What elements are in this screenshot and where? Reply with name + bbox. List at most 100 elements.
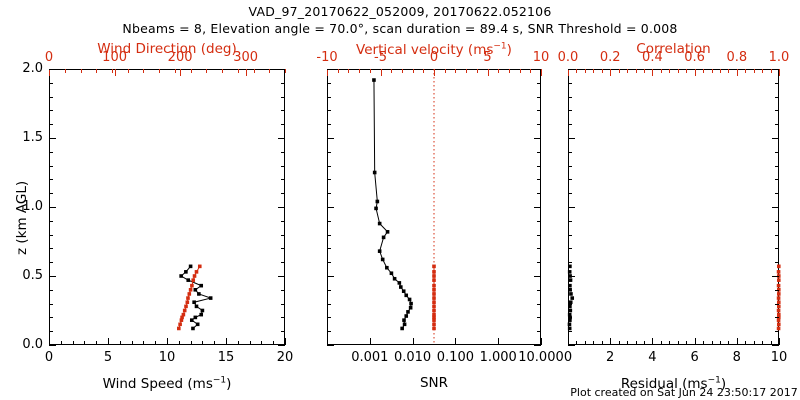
data-point: [776, 308, 781, 313]
y-tick-minor-right: [537, 96, 541, 98]
x-tick-label: 15: [217, 350, 235, 365]
x-tick-top-minor: [285, 69, 286, 73]
y-tick-minor-right: [537, 234, 541, 236]
y-tick-minor-right: [281, 82, 285, 84]
x-tick-top-minor: [391, 69, 393, 73]
x-tick-minor: [237, 341, 239, 345]
x-tick-minor: [627, 341, 629, 345]
data-point: [186, 278, 191, 282]
x-tick-major: [369, 338, 371, 345]
data-point: [568, 308, 573, 313]
x-tick-top-minor: [159, 69, 161, 73]
x-tick-major: [412, 338, 414, 345]
y-tick-minor-right: [281, 248, 285, 250]
x-tick-label: 0.100: [436, 350, 474, 365]
y-tick-minor-right: [281, 276, 285, 277]
data-point: [407, 297, 412, 302]
panel-wind-topaxis-title: Wind Direction (deg): [49, 41, 285, 57]
data-point: [192, 274, 197, 278]
x-tick-top-minor: [736, 69, 738, 73]
y-tick-label: 2.0: [22, 61, 43, 76]
panel-wind: [49, 69, 285, 345]
panel-snr: [327, 69, 541, 345]
x-tick-minor: [108, 341, 109, 345]
x-tick-minor: [143, 341, 145, 345]
data-point: [185, 300, 190, 305]
panel-wind-frame: [49, 69, 285, 345]
y-tick-minor-right: [537, 276, 541, 277]
data-point: [186, 296, 190, 300]
data-point: [385, 230, 390, 234]
data-point: [567, 326, 572, 331]
y-tick-minor-right: [281, 165, 285, 167]
x-tick-top-minor: [669, 69, 671, 73]
y-tick-minor-right: [537, 193, 541, 195]
y-tick-minor: [568, 151, 572, 153]
data-point: [195, 322, 200, 327]
x-tick-top-minor: [64, 69, 66, 73]
data-point: [432, 304, 436, 309]
y-tick-minor: [568, 234, 572, 236]
y-tick-minor-right: [775, 110, 779, 112]
x-tick-top-minor: [601, 69, 603, 73]
x-tick-top-label: 10: [532, 50, 550, 65]
x-tick-top-minor: [444, 69, 446, 73]
y-tick-minor-right: [281, 331, 285, 333]
x-tick-top-minor: [348, 69, 350, 73]
x-tick-top-minor: [498, 69, 500, 73]
y-tick-minor-right: [775, 138, 779, 139]
y-tick-minor: [568, 124, 572, 126]
y-tick-minor-right: [537, 303, 541, 305]
y-tick-minor: [327, 69, 331, 70]
x-tick-top-minor: [412, 69, 414, 73]
x-tick-top-label: 0.0: [557, 50, 579, 65]
x-tick-top-minor: [610, 69, 612, 73]
x-tick-minor: [568, 341, 569, 345]
data-point: [177, 326, 181, 331]
data-point: [432, 296, 436, 300]
y-tick-minor-right: [775, 248, 779, 250]
x-tick-label: 6: [690, 350, 699, 365]
x-tick-major: [455, 338, 457, 345]
y-tick-minor: [49, 220, 53, 222]
y-tick-minor: [49, 248, 53, 250]
y-tick-minor: [49, 179, 53, 181]
x-tick-top-label: 0: [429, 50, 439, 65]
x-tick-label: 10: [158, 350, 176, 365]
panel-wind-xaxis-title-text: Wind Speed (ms−1): [102, 375, 232, 392]
y-tick-minor-right: [281, 289, 285, 291]
y-tick-minor: [327, 262, 331, 264]
data-point: [191, 278, 196, 282]
data-point: [432, 322, 436, 327]
data-point: [404, 314, 409, 318]
data-point: [194, 304, 199, 309]
y-tick-minor-right: [537, 207, 541, 208]
x-tick-top-label: 5: [483, 50, 492, 65]
y-tick-minor-right: [537, 331, 541, 333]
data-point: [432, 318, 436, 322]
data-point: [184, 304, 188, 309]
y-tick-minor-right: [281, 317, 285, 319]
x-tick-label: 0: [44, 350, 54, 365]
data-point: [180, 315, 184, 320]
data-point: [568, 264, 572, 269]
data-point: [432, 283, 436, 288]
x-tick-top-minor: [190, 69, 192, 73]
x-tick-minor: [84, 341, 86, 345]
panel-snr-plot-area: [372, 69, 436, 345]
y-tick-minor-right: [281, 193, 285, 195]
x-tick-top-minor: [269, 69, 271, 73]
y-tick-minor: [49, 276, 53, 277]
x-tick-top-minor: [779, 69, 780, 73]
x-tick-minor: [214, 341, 216, 345]
x-tick-minor: [762, 341, 764, 345]
y-tick-minor-right: [281, 179, 285, 181]
x-tick-top-minor: [222, 69, 224, 73]
x-tick-minor: [745, 341, 747, 345]
y-tick-minor: [49, 303, 53, 305]
x-tick-top-minor: [401, 69, 403, 73]
y-tick-minor-right: [537, 69, 541, 70]
data-point: [181, 312, 186, 317]
y-tick-minor: [568, 96, 572, 98]
y-tick-minor-right: [281, 124, 285, 126]
